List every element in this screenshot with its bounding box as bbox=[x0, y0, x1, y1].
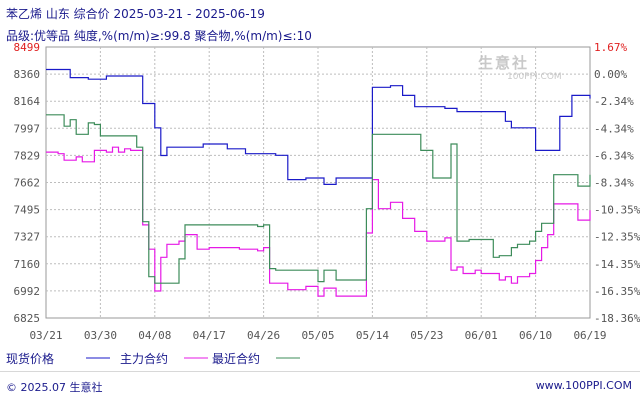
y-right-tick-label: -6.34% bbox=[594, 149, 634, 162]
legend-swatch-main-contract bbox=[184, 357, 208, 359]
y-left-tick-label: 7829 bbox=[14, 149, 41, 162]
y-left-tick-label: 8164 bbox=[14, 95, 41, 108]
y-left-tick-label: 6825 bbox=[14, 312, 41, 325]
y-left-tick-label: 8360 bbox=[14, 68, 41, 81]
y-left-tick-label: 8499 bbox=[14, 41, 41, 54]
series-line-1 bbox=[46, 68, 591, 185]
x-tick-label: 05/05 bbox=[301, 329, 334, 340]
copyright: © 2025.07 生意社 bbox=[6, 381, 103, 394]
chart-subtitle: 品级:优等品 纯度,%(m/m)≥:99.8 聚合物,%(m/m)≤:10 bbox=[6, 29, 312, 43]
y-left-tick-label: 7495 bbox=[14, 204, 41, 217]
y-right-tick-label: -12.35% bbox=[594, 231, 640, 244]
legend-swatch-spot bbox=[86, 357, 110, 359]
watermark-brand: 生意社 bbox=[478, 54, 530, 72]
series-line-3 bbox=[46, 114, 591, 284]
y-left-tick-label: 7662 bbox=[14, 177, 41, 190]
y-right-tick-label: 1.67% bbox=[594, 41, 627, 54]
y-right-tick-label: -10.35% bbox=[594, 204, 640, 217]
y-right-tick-label: -4.34% bbox=[594, 122, 634, 135]
footer-divider bbox=[0, 371, 640, 372]
legend-label-spot: 现货价格 bbox=[6, 352, 55, 366]
y-right-tick-label: -8.34% bbox=[594, 177, 634, 190]
y-right-tick-label: -16.35% bbox=[594, 285, 640, 298]
y-right-tick-label: -2.34% bbox=[594, 95, 634, 108]
y-right-tick-label: 0.00% bbox=[594, 68, 627, 81]
y-left-tick-label: 7160 bbox=[14, 258, 41, 271]
y-right-tick-label: -18.36% bbox=[594, 312, 640, 325]
x-tick-label: 05/23 bbox=[410, 329, 443, 340]
x-tick-label: 03/21 bbox=[29, 329, 62, 340]
legend-label-main-contract: 主力合约 bbox=[120, 352, 169, 366]
x-tick-label: 03/30 bbox=[84, 329, 117, 340]
y-left-tick-label: 7997 bbox=[14, 122, 41, 135]
x-tick-label: 04/26 bbox=[247, 329, 280, 340]
price-line-chart: 8499 1.67% 8360 0.00% 8164 -2.34% 7997 -4.34% 78… bbox=[14, 41, 640, 340]
chart-title: 苯乙烯 山东 综合价 2025-03-21 - 2025-06-19 bbox=[6, 7, 265, 21]
watermark-url: 100PPI.COM bbox=[507, 72, 562, 82]
y-left-tick-label: 6992 bbox=[14, 285, 41, 298]
x-tick-label: 06/10 bbox=[519, 329, 552, 340]
x-tick-label: 04/17 bbox=[193, 329, 226, 340]
x-tick-label: 04/08 bbox=[138, 329, 171, 340]
x-tick-label: 06/19 bbox=[573, 329, 606, 340]
legend-swatch-nearest-contract bbox=[276, 357, 300, 359]
x-tick-label: 06/01 bbox=[465, 329, 498, 340]
series-line-2 bbox=[46, 146, 591, 297]
y-left-tick-label: 7327 bbox=[14, 231, 41, 244]
y-right-tick-label: -14.35% bbox=[594, 258, 640, 271]
x-tick-label: 05/14 bbox=[356, 329, 389, 340]
site-url[interactable]: www.100PPI.COM bbox=[535, 379, 632, 392]
legend-label-nearest-contract: 最近合约 bbox=[212, 352, 261, 366]
